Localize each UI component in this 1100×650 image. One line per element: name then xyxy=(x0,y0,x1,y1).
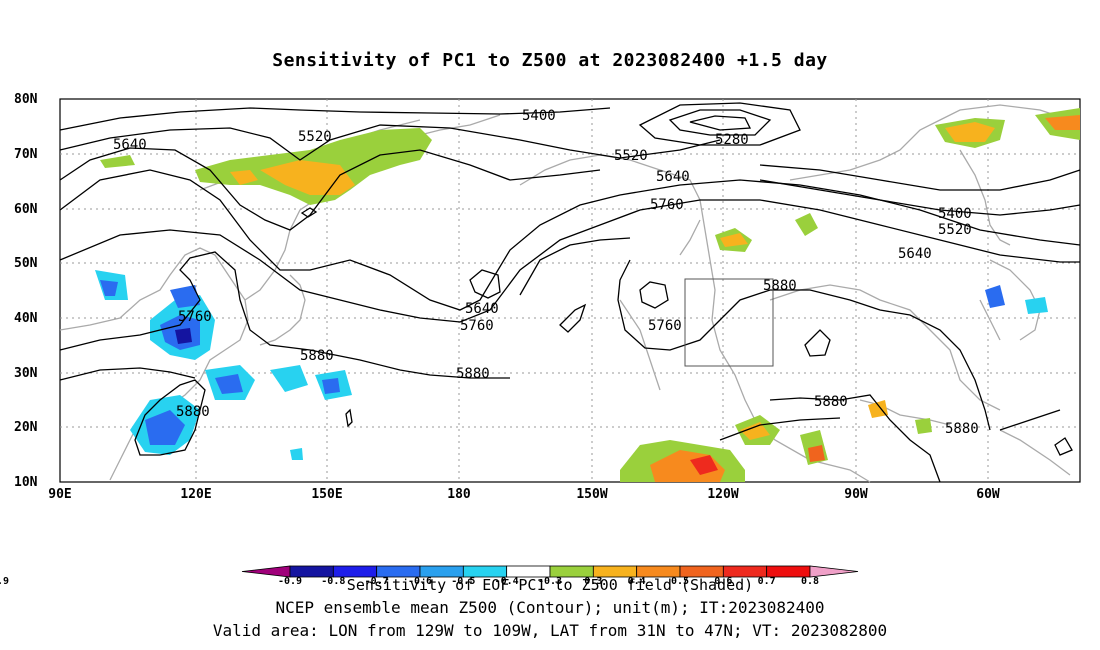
lon-label: 150W xyxy=(576,487,608,502)
contour-label: 5640 xyxy=(898,246,932,262)
lon-label: 90E xyxy=(48,487,72,502)
colorbar-tick-label: 0.3 xyxy=(584,576,603,587)
map-panel: 5400 5280 5520 5640 5760 5520 5640 5400 … xyxy=(59,98,1081,483)
lon-label: 90W xyxy=(844,487,868,502)
contour-label: 5880 xyxy=(945,421,979,437)
colorbar-tick-label: 0.8 xyxy=(800,576,820,587)
contour-label: 5640 xyxy=(656,169,690,185)
colorbar-tick-label: -0.6 xyxy=(407,576,433,587)
lat-label: 40N xyxy=(14,311,38,326)
footer-line-2: NCEP ensemble mean Z500 (Contour); unit(… xyxy=(275,598,825,617)
lon-label: 120E xyxy=(180,487,212,502)
contour-label: 5640 xyxy=(113,137,147,153)
footer-line-3: Valid area: LON from 129W to 109W, LAT f… xyxy=(212,621,888,640)
contour-label: 5880 xyxy=(814,394,848,410)
lon-label: 60W xyxy=(976,487,1000,502)
colorbar-tick-label: -0.3 xyxy=(537,576,563,587)
footer-line-1: Sensitivity of EOF PC1 to Z500 field (Sh… xyxy=(346,576,754,594)
lat-label: 60N xyxy=(14,202,38,217)
contour-label: 5760 xyxy=(178,309,212,325)
contour-label: 5520 xyxy=(298,129,332,145)
colorbar-tick-label: -0.4 xyxy=(494,576,519,587)
colorbar-tick-label: 0.7 xyxy=(757,576,776,587)
colorbar-tick-label: 0.6 xyxy=(714,576,733,587)
contour-label: 5760 xyxy=(648,318,682,334)
contour-label: 5640 xyxy=(465,301,499,317)
colorbar-tick-label: 0.9 xyxy=(0,576,10,587)
lat-label: 20N xyxy=(14,420,38,435)
contour-label: 5400 xyxy=(522,108,556,124)
map-title: Sensitivity of PC1 to Z500 at 2023082400… xyxy=(272,50,828,71)
colorbar-tick-label: 0.5 xyxy=(670,576,690,587)
colorbar-tick-label: -0.8 xyxy=(321,576,346,587)
colorbar-tick-label: 0.4 xyxy=(627,576,646,587)
contour-label: 5760 xyxy=(460,318,494,334)
lon-label: 120W xyxy=(707,487,739,502)
contour-label: 5520 xyxy=(938,222,972,238)
shaded-patches xyxy=(95,108,1080,482)
lat-label: 80N xyxy=(14,92,38,107)
contour-labels: 5400 5280 5520 5640 5760 5520 5640 5400 … xyxy=(113,108,979,437)
lat-label: 70N xyxy=(14,147,38,162)
contour-label: 5880 xyxy=(456,366,490,382)
lat-label: 50N xyxy=(14,256,38,271)
contour-label: 5880 xyxy=(300,348,334,364)
contour-label: 5520 xyxy=(614,148,648,164)
contour-label: 5400 xyxy=(938,206,972,222)
contour-label: 5760 xyxy=(650,197,684,213)
contour-label: 5280 xyxy=(715,132,749,148)
colorbar-tick-label: -0.7 xyxy=(364,576,389,587)
height-contours xyxy=(59,102,1081,483)
contour-label: 5880 xyxy=(176,404,210,420)
lon-label: 150E xyxy=(311,487,343,502)
lon-label: 180 xyxy=(447,487,471,502)
contour-label: 5880 xyxy=(763,278,797,294)
lat-label: 10N xyxy=(14,475,38,490)
valid-area-box xyxy=(684,278,774,367)
lat-label: 30N xyxy=(14,366,38,381)
colorbar-tick-label: -0.5 xyxy=(451,576,476,587)
colorbar-tick-label: -0.9 xyxy=(277,576,303,587)
